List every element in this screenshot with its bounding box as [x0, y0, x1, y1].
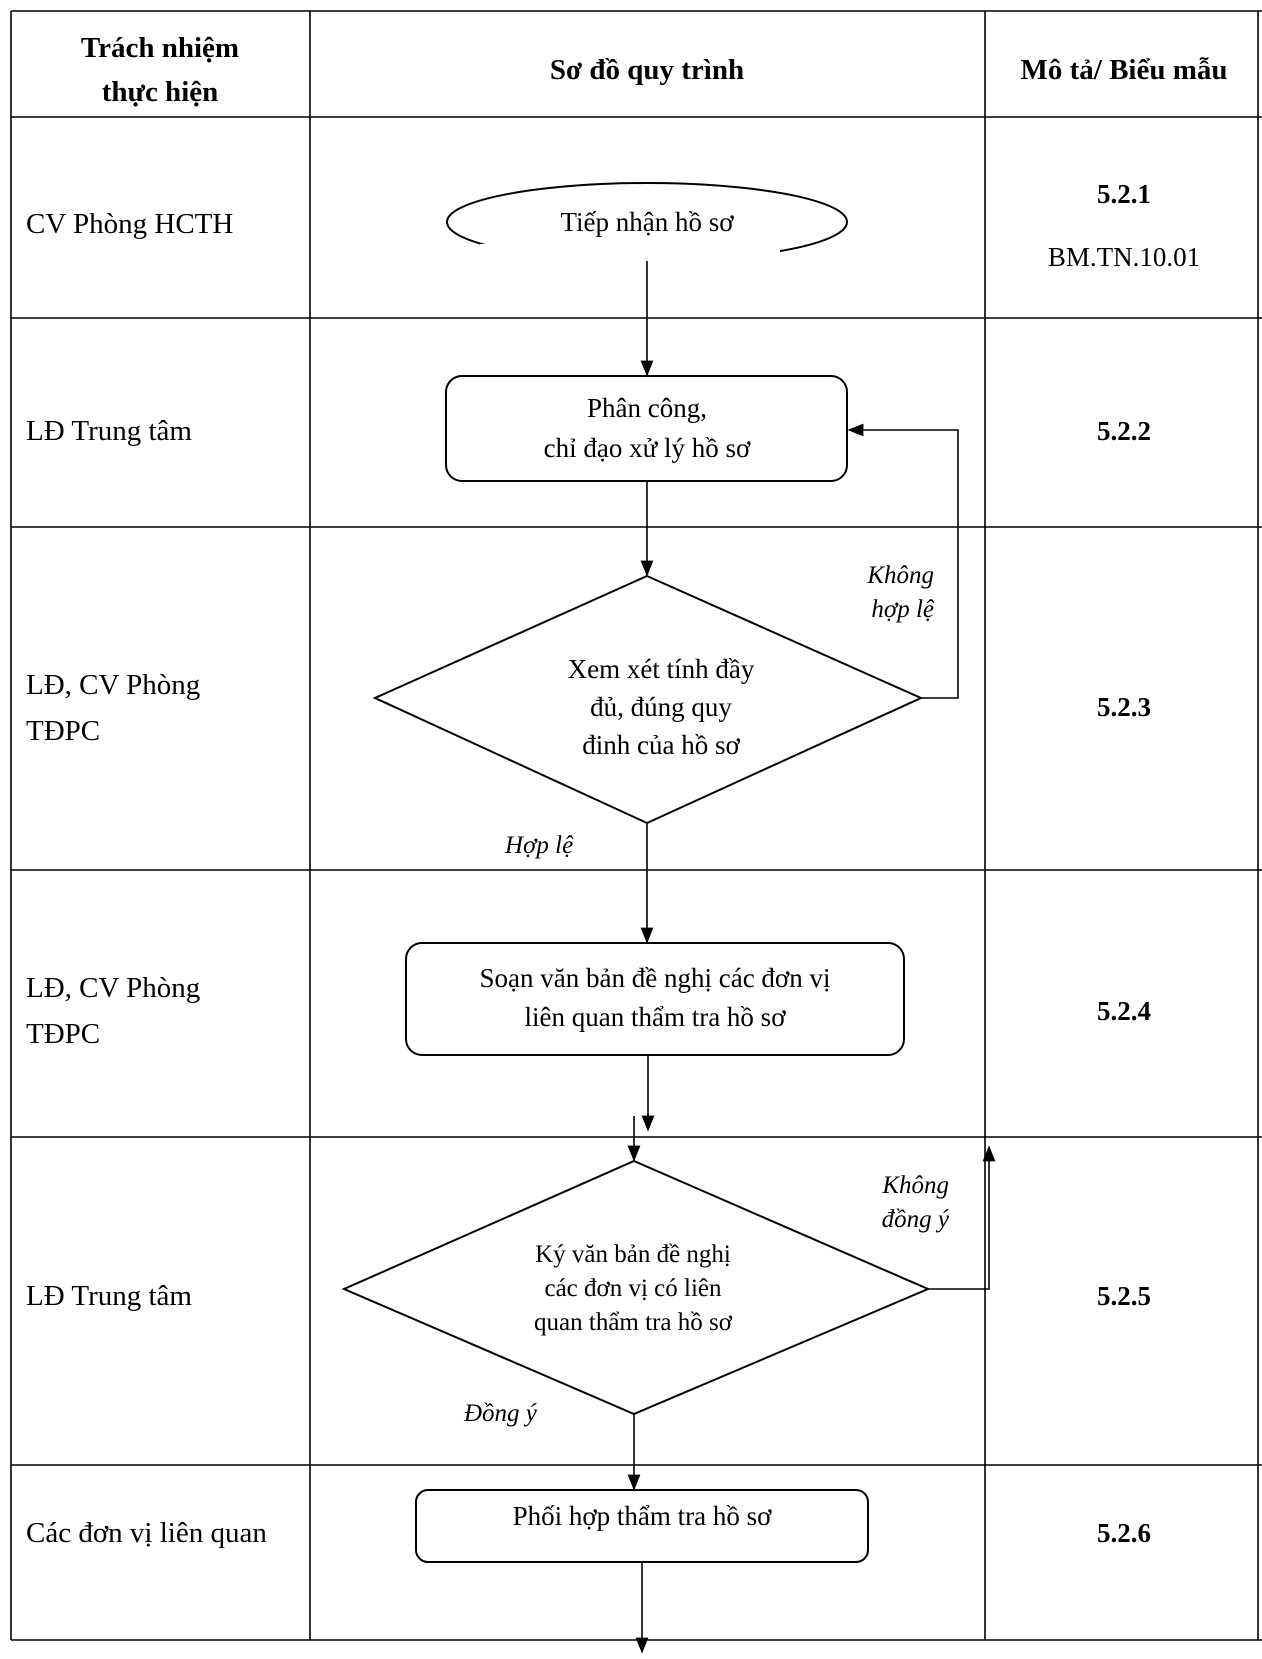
review-invalid-label-line-1: Không — [866, 562, 934, 589]
row-6-responsibility: Các đơn vị liên quan — [26, 1517, 267, 1549]
node-review: Xem xét tính đầy đủ, đúng quy đinh của h… — [372, 574, 924, 825]
node-draft-label-line-1: Soạn văn bản đề nghị các đơn vị — [480, 963, 831, 993]
edge-sign-reject — [928, 1145, 996, 1290]
sign-reject-label-line-1: Không — [881, 1172, 949, 1199]
header-responsibility-line-1: Trách nhiệm — [81, 32, 239, 64]
node-sign: Ký văn bản đề nghị các đơn vị có liên qu… — [341, 1159, 931, 1416]
node-assign: Phân công, chỉ đạo xử lý hồ sơ — [445, 375, 848, 482]
node-coordinate-label: Phối hợp thẩm tra hồ sơ — [513, 1501, 773, 1531]
row-6-ref: 5.2.6 — [1097, 1518, 1151, 1548]
assign-box-shape — [445, 375, 848, 482]
description-column: 5.2.1 BM.TN.10.01 5.2.2 5.2.3 5.2.4 5.2.… — [1048, 179, 1200, 1548]
node-draft-label-line-2: liên quan thẩm tra hồ sơ — [525, 1002, 787, 1032]
row-1-ref: 5.2.1 — [1097, 179, 1151, 209]
node-sign-label-line-1: Ký văn bản đề nghị — [535, 1241, 731, 1268]
node-assign-label-line-1: Phân công, — [587, 393, 707, 423]
header-description: Mô tả/ Biểu mẫu — [1020, 54, 1227, 86]
node-draft: Soạn văn bản đề nghị các đơn vị liên qua… — [405, 942, 905, 1056]
header-responsibility-line-2: thực hiện — [102, 76, 219, 108]
row-3-responsibility-line-2: TĐPC — [26, 715, 100, 747]
table-grid — [10, 10, 1262, 1641]
node-sign-label-line-3: quan thẩm tra hồ sơ — [534, 1309, 733, 1336]
row-1-responsibility: CV Phòng HCTH — [26, 208, 233, 240]
review-invalid-label-line-2: hợp lệ — [871, 596, 935, 623]
node-review-label-line-2: đủ, đúng quy — [590, 692, 732, 722]
row-4-ref: 5.2.4 — [1097, 996, 1151, 1026]
node-start: Tiếp nhận hồ sơ — [446, 182, 848, 264]
row-1-form: BM.TN.10.01 — [1048, 242, 1200, 272]
row-3-ref: 5.2.3 — [1097, 692, 1151, 722]
flow-edges — [627, 261, 996, 1654]
edge-labels: Không hợp lệ Hợp lệ Không đồng ý Đồng ý — [463, 562, 950, 1427]
row-4-responsibility-line-1: LĐ, CV Phòng — [26, 972, 200, 1004]
sign-accept-label: Đồng ý — [463, 1400, 538, 1427]
row-2-responsibility: LĐ Trung tâm — [26, 415, 192, 447]
node-review-label-line-1: Xem xét tính đầy — [568, 654, 755, 684]
row-5-responsibility: LĐ Trung tâm — [26, 1280, 192, 1312]
node-sign-label-line-2: các đơn vị có liên — [544, 1275, 722, 1302]
row-4-responsibility-line-2: TĐPC — [26, 1018, 100, 1050]
node-start-label: Tiếp nhận hồ sơ — [560, 207, 734, 237]
review-valid-label: Hợp lệ — [504, 832, 574, 859]
node-coordinate: Phối hợp thẩm tra hồ sơ — [415, 1489, 869, 1563]
row-3-responsibility-line-1: LĐ, CV Phòng — [26, 669, 200, 701]
row-2-ref: 5.2.2 — [1097, 416, 1151, 446]
edge-review-invalid-to-assign — [847, 423, 959, 699]
sign-reject-label-line-2: đồng ý — [882, 1206, 950, 1233]
node-assign-label-line-2: chỉ đạo xử lý hồ sơ — [544, 433, 751, 463]
ellipse-gap — [480, 244, 780, 264]
node-review-label-line-3: đinh của hồ sơ — [582, 730, 740, 760]
header-process: Sơ đồ quy trình — [550, 54, 744, 86]
table-header: Trách nhiệm thực hiện Sơ đồ quy trình Mô… — [81, 32, 1228, 108]
draft-box-shape — [405, 942, 905, 1056]
row-5-ref: 5.2.5 — [1097, 1281, 1151, 1311]
responsibility-column: CV Phòng HCTH LĐ Trung tâm LĐ, CV Phòng … — [26, 208, 267, 1549]
